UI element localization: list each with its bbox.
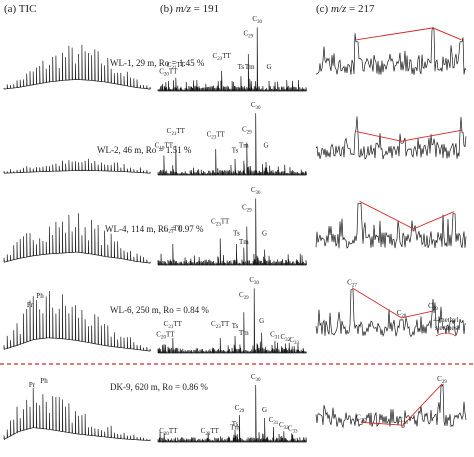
m191-peak-label: Tm	[245, 63, 255, 71]
m217-trace	[315, 289, 466, 338]
tic-trace	[3, 158, 151, 174]
m191-peak-label: C23TT	[207, 130, 226, 140]
m191-peak-label: C29	[243, 30, 253, 40]
m191-peak-label: C23TT	[213, 52, 232, 62]
m217-sterane-label: C27	[356, 413, 366, 423]
tic-trace	[3, 290, 151, 352]
m217-trace	[315, 26, 467, 75]
m191-peak-label: G	[262, 229, 267, 237]
m191-peak-label: C23TT	[201, 427, 220, 437]
sample-label-wl2: WL-2, 46 m, Ro = 1.51 %	[97, 145, 192, 155]
sample-label-wl4: WL-4, 114 m, Ro = 0.97 %	[105, 224, 204, 234]
tic-label-pr: Pr	[27, 301, 34, 309]
m191-peak-label: C20TT	[159, 427, 178, 437]
m191-peak-label: G	[264, 141, 269, 149]
m191-peak-label: G	[266, 63, 271, 71]
m191-peak-label: C29	[242, 204, 252, 214]
m191-peak-label: C23TT	[211, 320, 230, 330]
m191-peak-label: C30	[251, 101, 261, 111]
tic-trace	[3, 44, 151, 90]
tic-trace	[3, 213, 151, 264]
panel-title-m217: (c) m/z = 217	[316, 3, 375, 15]
m191-peak-label: C21TT	[164, 225, 183, 235]
m217-sterane-label: C28	[398, 416, 408, 426]
tic-label-ph: Ph	[40, 377, 48, 385]
m217-trace	[315, 202, 467, 249]
m191-peak-label: C31	[270, 330, 280, 340]
m217-sterane-label: C27	[347, 279, 357, 289]
tic-label-ph: Ph	[36, 292, 44, 300]
methyl-sterane-bracket	[435, 332, 457, 337]
sample-label-wl1: WL-1, 29 m, Ro = 1.45 %	[110, 58, 205, 68]
m191-peak-label: C32	[279, 421, 289, 431]
m191-peak-label: C23TT	[211, 218, 230, 228]
m191-trace	[157, 198, 307, 266]
panel-title-m191: (b) m/z = 191	[160, 3, 219, 15]
m217-sterane-label: C29	[428, 302, 438, 312]
panel-title-tic: (a) TIC	[4, 3, 36, 15]
m217-trend-line	[359, 200, 455, 230]
m191-peak-label: C33	[289, 336, 299, 346]
sample-label-dk9: DK-9, 620 m, Ro = 0.86 %	[110, 382, 208, 392]
m191-peak-label: C32	[280, 333, 290, 343]
m191-peak-label: C30	[252, 15, 262, 25]
m191-trace	[157, 288, 307, 354]
traces-layer	[3, 26, 467, 443]
m191-peak-label: C21TT	[167, 127, 186, 137]
m191-peak-label: C31	[269, 416, 279, 426]
m191-peak-label: C21TT	[164, 320, 183, 330]
m191-peak-label: Tm	[239, 238, 249, 246]
m191-trace	[157, 384, 307, 443]
m217-sterane-label: C28	[397, 309, 407, 319]
m217-trend-line	[351, 287, 434, 319]
m191-trace	[157, 27, 307, 92]
m191-peak-label: Tm	[239, 329, 249, 337]
m191-peak-label: C30	[251, 186, 261, 196]
m191-peak-label: C30	[249, 276, 259, 286]
methyl-sterane-annotation: steranes	[435, 324, 458, 332]
sample-label-wl6: WL-6, 250 m, Ro = 0.84 %	[110, 305, 209, 315]
m191-peak-label: G	[259, 317, 264, 325]
m191-peak-label: C20TT	[159, 67, 178, 77]
m191-peak-label: G	[262, 406, 267, 414]
m191-peak-label: C29	[235, 404, 245, 414]
m191-peak-label: C19TT	[155, 141, 174, 151]
m191-peak-label: Ts	[232, 420, 239, 428]
tic-label-pr: Pr	[29, 381, 36, 389]
m191-peak-label: C20TT	[156, 330, 175, 340]
m191-trace	[157, 113, 307, 176]
m191-peak-label: Ts	[232, 322, 239, 330]
m191-peak-label: C33	[288, 425, 298, 435]
m217-trace	[315, 116, 467, 160]
methyl-sterane-annotation: 4-methyl	[433, 316, 458, 324]
m191-peak-label: Ts	[233, 229, 240, 237]
m191-peak-label: Tm	[230, 423, 240, 431]
m217-trend-line	[356, 27, 462, 41]
m217-trend-line	[360, 383, 443, 426]
tic-trace	[3, 388, 151, 441]
m191-peak-label: C29	[242, 126, 252, 136]
m217-sterane-label: C29	[437, 375, 447, 385]
m217-trace	[315, 383, 467, 429]
m191-peak-label: Ts	[232, 147, 239, 155]
m191-peak-label: C30	[251, 373, 261, 383]
m191-peak-label: C29	[239, 291, 249, 301]
m191-peak-label: Tm	[239, 141, 249, 149]
m191-peak-label: C21TT	[167, 61, 186, 71]
m191-peak-label: Ts	[238, 63, 245, 71]
m217-trend-line	[356, 129, 462, 142]
